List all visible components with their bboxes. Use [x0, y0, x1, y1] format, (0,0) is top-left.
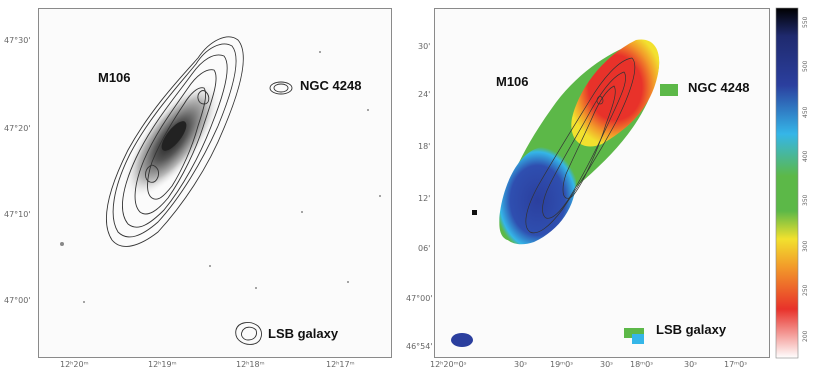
right-xtick-2: 30ˢ [514, 360, 528, 369]
left-xtick-4: 12ʰ17ᵐ [326, 360, 355, 369]
right-label-lsb: LSB galaxy [656, 322, 727, 337]
right-panel: M106 NGC 4248 LSB galaxy 30' 24' 18' 12'… [404, 0, 815, 374]
right-velocity-map [451, 39, 678, 347]
ngc4248-contours [269, 81, 293, 95]
left-ytick-4: 47°00' [4, 296, 31, 305]
left-ytick-3: 47°10' [4, 210, 31, 219]
right-label-m106: M106 [496, 74, 529, 89]
left-image-frame [38, 8, 392, 358]
left-label-m106: M106 [98, 70, 131, 85]
right-xtick-6: 30ˢ [684, 360, 698, 369]
left-label-ngc4248: NGC 4248 [300, 78, 362, 93]
right-ytick-2: 24' [418, 90, 431, 99]
right-contours [525, 57, 636, 234]
right-ytick-4: 12' [418, 194, 431, 203]
ngc4248-velocity-blob [660, 84, 678, 96]
beam-ellipse [451, 333, 473, 347]
left-star-field [60, 51, 381, 303]
right-xtick-4: 30ˢ [600, 360, 614, 369]
colorbar-label-550: 550 [802, 16, 809, 28]
right-ytick-1: 30' [418, 42, 431, 51]
left-ytick-1: 47°30' [4, 36, 31, 45]
lsb-velocity-blob-green [624, 328, 644, 338]
right-xtick-3: 19ᵐ0ˢ [550, 360, 574, 369]
left-xtick-3: 12ʰ18ᵐ [236, 360, 265, 369]
right-label-ngc4248: NGC 4248 [688, 80, 750, 95]
colorbar-label-350: 350 [802, 194, 809, 206]
lsb-velocity-blob-cyan [632, 334, 644, 344]
m106-contours [105, 36, 244, 247]
right-xtick-7: 17ᵐ0ˢ [724, 360, 748, 369]
right-xtick-1: 12ʰ20ᵐ0ˢ [430, 360, 467, 369]
left-label-lsb: LSB galaxy [268, 326, 339, 341]
colorbar-label-400: 400 [802, 150, 809, 162]
velocity-blue-region [499, 146, 576, 245]
left-optical-image [60, 36, 381, 345]
left-xtick-1: 12ʰ20ᵐ [60, 360, 89, 369]
colorbar-label-500: 500 [802, 60, 809, 72]
left-xtick-2: 12ʰ19ᵐ [148, 360, 177, 369]
right-ytick-5: 06' [418, 244, 431, 253]
right-xtick-5: 18ᵐ0ˢ [630, 360, 654, 369]
left-ytick-2: 47°20' [4, 124, 31, 133]
colorbar-label-450: 450 [802, 106, 809, 118]
velocity-colorbar [775, 7, 799, 359]
colorbar-label-300: 300 [802, 240, 809, 252]
right-ytick-3: 18' [418, 142, 431, 151]
colorbar-label-200: 200 [802, 330, 809, 342]
right-ytick-6: 47°00' [406, 294, 433, 303]
stray-pixel [472, 210, 477, 215]
right-ytick-7: 46°54' [406, 342, 433, 351]
lsb-contours [235, 322, 262, 345]
colorbar-label-250: 250 [802, 284, 809, 296]
left-panel: M106 NGC 4248 LSB galaxy 47°30' 47°20' 4… [0, 0, 400, 374]
